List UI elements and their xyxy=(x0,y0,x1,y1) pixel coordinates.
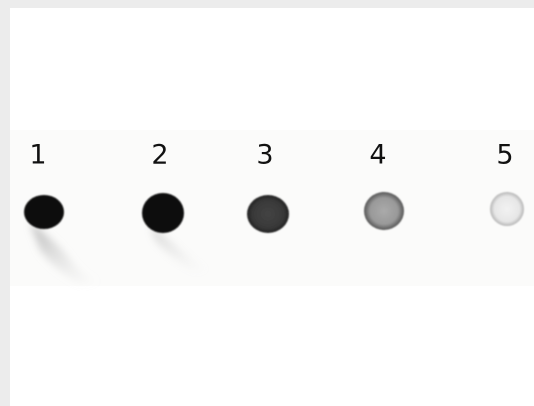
dot xyxy=(24,195,64,229)
lane-label: 1 xyxy=(29,140,46,171)
lane-label: 5 xyxy=(496,140,513,171)
dot xyxy=(364,192,404,230)
dot xyxy=(142,193,184,233)
page: 1 2 3 4 5 (() => { const data = JSON.par… xyxy=(0,0,534,406)
dot xyxy=(247,195,289,233)
lane-label: 3 xyxy=(256,140,273,171)
blot-image: 1 2 3 4 5 xyxy=(0,0,534,406)
dot xyxy=(490,192,524,226)
lane-label: 2 xyxy=(151,140,168,171)
lane-label: 4 xyxy=(369,140,386,171)
